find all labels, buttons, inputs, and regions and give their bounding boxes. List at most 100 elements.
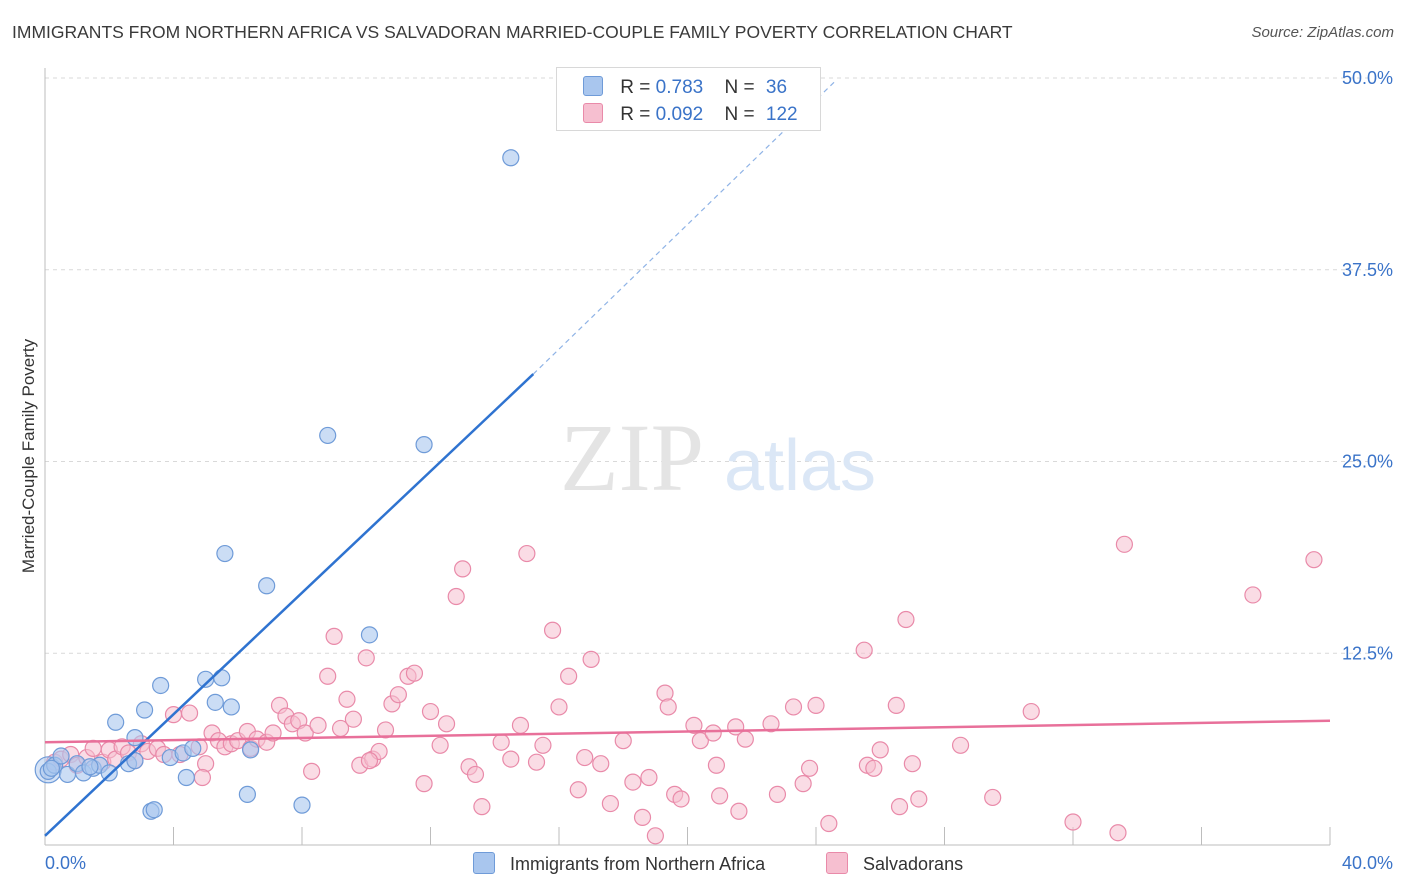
salvadorans-point — [405, 664, 424, 682]
salvadorans-point — [502, 750, 520, 768]
northern-africa-point — [360, 626, 379, 644]
salvadorans-point — [800, 759, 819, 777]
northern-africa-point — [258, 577, 276, 595]
salvadorans-point — [640, 768, 658, 787]
watermark-atlas: atlas — [724, 426, 876, 506]
salvadorans-point — [193, 768, 212, 787]
northern-africa-point — [152, 676, 170, 695]
salvadorans-point — [820, 814, 838, 833]
salvadorans-point — [576, 748, 594, 767]
salvadorans-point — [309, 716, 327, 734]
y-tick-label: 12.5% — [1342, 643, 1393, 663]
salvadorans-point — [357, 649, 375, 667]
salvadorans-point — [871, 741, 889, 759]
northern-africa-point — [135, 701, 154, 719]
salvadorans-point — [473, 798, 491, 816]
stats-row-blue: R = 0.783 N = 36 — [583, 76, 787, 99]
salvadorans-points — [46, 535, 1323, 845]
blue-r-value: 0.783 — [655, 77, 704, 98]
salvadorans-point — [855, 641, 873, 659]
watermark-zip: ZIP — [560, 404, 704, 511]
salvadorans-point — [1064, 813, 1082, 831]
blue-n-label: N = — [724, 77, 755, 98]
salvadorans-point — [672, 790, 690, 808]
salvadorans-trendline — [44, 719, 1331, 744]
y-tick-label: 50.0% — [1342, 68, 1393, 88]
northern-africa-trendline-extension — [532, 80, 836, 375]
salvadorans-point — [527, 753, 546, 771]
salvadorans-point — [325, 627, 343, 645]
y-tick-label: 37.5% — [1342, 260, 1393, 280]
salvadorans-point — [550, 698, 568, 716]
northern-africa-point — [184, 739, 202, 757]
legend-item-salvadorans[interactable]: Salvadorans — [826, 852, 963, 875]
stats-legend: R = 0.783 N = 36 R = 0.092 N = 122 — [556, 67, 821, 131]
source-credit: Source: ZipAtlas.com — [1251, 24, 1394, 41]
northern-africa-point — [107, 713, 125, 731]
salvadorans-point — [707, 756, 726, 774]
salvadorans-point — [360, 752, 379, 770]
salvadorans-point — [659, 698, 677, 716]
trend-lines — [44, 80, 1331, 837]
northern-africa-point — [319, 426, 337, 445]
salvadorans-point — [447, 587, 465, 606]
pink-r-label: R = — [620, 104, 651, 125]
northern-africa-swatch — [473, 852, 495, 874]
salvadorans-point — [466, 765, 485, 784]
salvadorans-point — [691, 732, 709, 750]
salvadorans-point — [1109, 824, 1127, 842]
watermark: ZIP atlas — [560, 404, 876, 511]
salvadorans-point — [389, 686, 407, 704]
pink-swatch — [583, 103, 603, 123]
salvadorans-point — [704, 724, 722, 742]
salvadorans-point — [903, 755, 921, 773]
salvadorans-point — [685, 716, 703, 734]
salvadorans-point — [344, 710, 362, 728]
northern-africa-point — [52, 747, 70, 765]
salvadorans-point — [303, 762, 321, 780]
northern-africa-point — [145, 801, 163, 819]
blue-swatch — [583, 76, 603, 96]
northern-africa-point — [213, 669, 231, 687]
northern-africa-point — [242, 741, 260, 759]
northern-africa-point — [126, 752, 144, 770]
y-axis-label: Married-Couple Family Poverty — [19, 338, 38, 574]
salvadorans-point — [736, 730, 754, 748]
salvadorans-point — [865, 759, 883, 777]
northern-africa-points — [34, 149, 520, 820]
salvadorans-point — [1022, 702, 1040, 721]
blue-n-value: 36 — [765, 77, 788, 98]
y-tick-label: 25.0% — [1342, 452, 1393, 472]
northern-africa-point — [42, 759, 61, 777]
legend-item-northern-africa[interactable]: Immigrants from Northern Africa — [473, 852, 765, 875]
salvadorans-swatch — [826, 852, 848, 874]
salvadorans-point — [492, 733, 510, 751]
salvadorans-point — [601, 794, 620, 813]
pink-n-label: N = — [724, 104, 755, 125]
salvadorans-point — [421, 702, 440, 721]
salvadorans-label: Salvadorans — [863, 854, 964, 874]
salvadorans-point — [633, 808, 652, 826]
blue-r-label: R = — [620, 77, 651, 98]
salvadorans-point — [730, 802, 748, 820]
tick-labels: 12.5% 25.0% 37.5% 50.0% 0.0% 40.0% — [45, 68, 1393, 873]
salvadorans-point — [338, 690, 356, 708]
stats-row-pink: R = 0.092 N = 122 — [583, 103, 798, 126]
salvadorans-point — [511, 716, 530, 734]
salvadorans-point — [454, 560, 472, 578]
salvadorans-point — [614, 732, 632, 750]
salvadorans-point — [890, 798, 909, 816]
salvadorans-point — [560, 667, 578, 685]
northern-africa-point — [293, 796, 311, 814]
salvadorans-point — [437, 715, 456, 733]
salvadorans-point — [951, 736, 970, 754]
northern-africa-point — [126, 729, 144, 747]
northern-africa-point — [81, 758, 99, 776]
salvadorans-point — [784, 698, 803, 716]
northern-africa-trendline — [44, 373, 535, 837]
chart-title: IMMIGRANTS FROM NORTHERN AFRICA VS SALVA… — [12, 22, 1013, 42]
pink-r-value: 0.092 — [655, 104, 704, 125]
salvadorans-point — [794, 775, 812, 793]
salvadorans-point — [807, 696, 825, 715]
x-tick-label: 40.0% — [1342, 853, 1393, 873]
